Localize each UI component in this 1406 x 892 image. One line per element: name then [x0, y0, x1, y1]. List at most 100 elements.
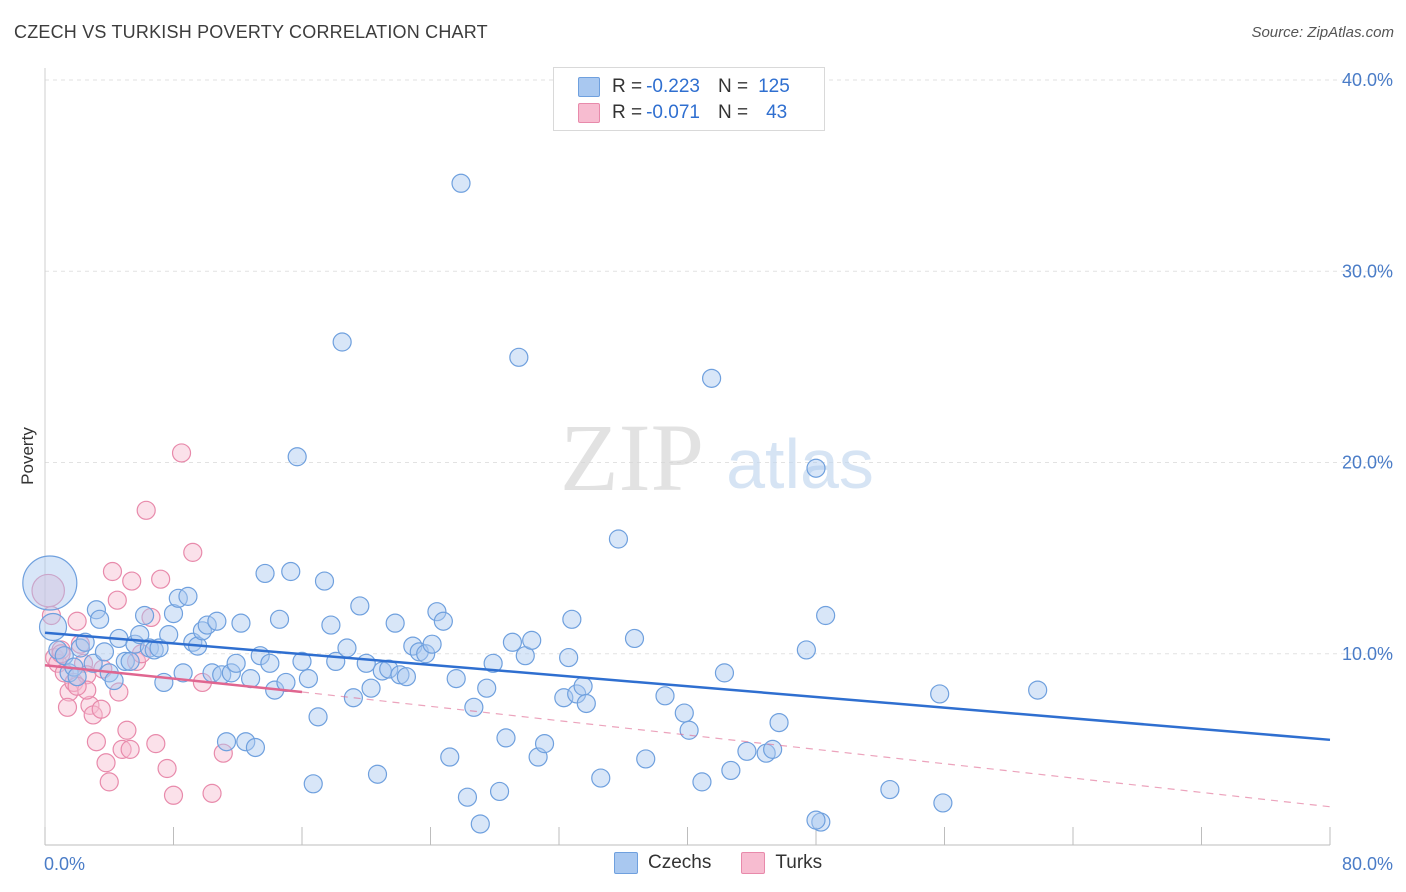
point-turks: [183, 542, 203, 562]
point-czechs: [255, 563, 275, 584]
point-czechs: [522, 630, 542, 650]
point-turks: [122, 571, 142, 591]
point-czechs: [576, 693, 596, 714]
legend-item-turks[interactable]: Turks: [741, 852, 822, 874]
point-czechs: [451, 173, 471, 193]
watermark: ZIP atlas: [560, 404, 874, 511]
chart-title: CZECH VS TURKISH POVERTY CORRELATION CHA…: [14, 22, 488, 42]
point-turks: [151, 569, 171, 589]
point-turks: [112, 739, 132, 759]
point-czechs: [880, 779, 900, 800]
point-czechs: [343, 688, 363, 708]
point-czechs: [457, 787, 478, 807]
point-czechs: [489, 781, 510, 802]
point-turks: [91, 699, 111, 719]
point-czechs: [75, 632, 95, 652]
trend-line-turks: [44, 663, 303, 694]
point-czechs: [308, 707, 328, 727]
point-czechs: [464, 697, 484, 717]
point-czechs: [216, 732, 237, 752]
point-turks: [146, 734, 166, 754]
point-czechs: [94, 642, 115, 662]
series-legend: Czechs Turks: [614, 852, 852, 874]
y-tick-label: 30.0%: [1342, 261, 1393, 281]
point-czechs: [534, 734, 555, 754]
tick-labels: 10.0% 20.0% 30.0% 40.0% 0.0% 80.0%: [44, 70, 1393, 874]
point-czechs: [269, 609, 290, 629]
point-czechs: [692, 772, 712, 792]
point-turks: [96, 753, 116, 773]
point-czechs: [361, 678, 381, 698]
point-turks: [163, 785, 184, 805]
point-turks: [171, 443, 192, 463]
point-czechs: [796, 640, 816, 660]
point-czechs: [573, 676, 593, 696]
point-czechs: [260, 653, 280, 673]
point-turks: [157, 758, 177, 779]
point-czechs: [207, 611, 227, 631]
point-czechs: [446, 669, 466, 689]
point-czechs: [83, 653, 103, 673]
point-czechs: [655, 686, 675, 706]
point-czechs: [440, 747, 460, 767]
trend-line-czechs: [44, 631, 1331, 742]
point-czechs: [245, 737, 266, 758]
point-czechs: [221, 663, 241, 683]
legend-swatch-turks: [578, 103, 600, 123]
point-turks: [67, 611, 87, 631]
point-czechs: [502, 632, 523, 652]
point-czechs: [624, 628, 645, 649]
point-czechs: [332, 332, 352, 352]
point-czechs: [226, 653, 246, 673]
point-czechs: [416, 644, 436, 664]
point-turks: [102, 561, 123, 582]
point-czechs: [496, 728, 516, 748]
point-czechs: [159, 625, 179, 645]
point-czechs: [806, 810, 826, 830]
point-czechs: [679, 720, 699, 740]
point-czechs: [356, 653, 376, 673]
point-czechs: [427, 602, 447, 622]
point-czechs: [608, 529, 629, 549]
legend-n-value: 43: [766, 102, 788, 123]
legend-swatch-czechs: [578, 77, 600, 97]
point-czechs: [120, 651, 140, 672]
series-czechs-points: [22, 173, 1048, 834]
legend-label-czechs: Czechs: [648, 852, 712, 873]
point-czechs: [134, 605, 155, 626]
point-czechs: [367, 764, 388, 784]
point-czechs: [477, 678, 497, 698]
point-czechs: [38, 612, 68, 642]
point-czechs: [281, 561, 301, 582]
point-czechs: [483, 653, 503, 673]
point-czechs: [509, 347, 529, 367]
legend-label-turks: Turks: [775, 852, 823, 873]
legend-item-czechs[interactable]: Czechs: [614, 852, 711, 874]
point-czechs: [22, 555, 78, 611]
point-czechs: [396, 667, 417, 687]
point-czechs: [433, 611, 453, 631]
legend-n-value: 125: [758, 76, 790, 97]
point-czechs: [636, 749, 656, 769]
point-czechs: [816, 605, 836, 626]
point-czechs: [806, 458, 826, 478]
point-czechs: [763, 739, 783, 759]
point-czechs: [721, 760, 741, 781]
point-czechs: [236, 732, 256, 752]
point-czechs: [385, 613, 405, 633]
point-turks: [86, 732, 107, 752]
point-czechs: [178, 586, 198, 606]
point-czechs: [115, 651, 135, 672]
legend-r-label: R =: [612, 76, 643, 97]
legend-r-value: -0.223: [646, 76, 700, 97]
legend-n-label: N =: [717, 76, 749, 97]
point-czechs: [287, 447, 307, 467]
point-czechs: [422, 634, 442, 654]
point-czechs: [298, 669, 319, 689]
y-tick-label: 20.0%: [1342, 453, 1393, 473]
point-turks: [120, 739, 140, 759]
x-tick-label: 0.0%: [44, 854, 85, 874]
point-czechs: [350, 596, 370, 616]
point-czechs: [554, 688, 574, 708]
point-turks: [117, 720, 137, 740]
